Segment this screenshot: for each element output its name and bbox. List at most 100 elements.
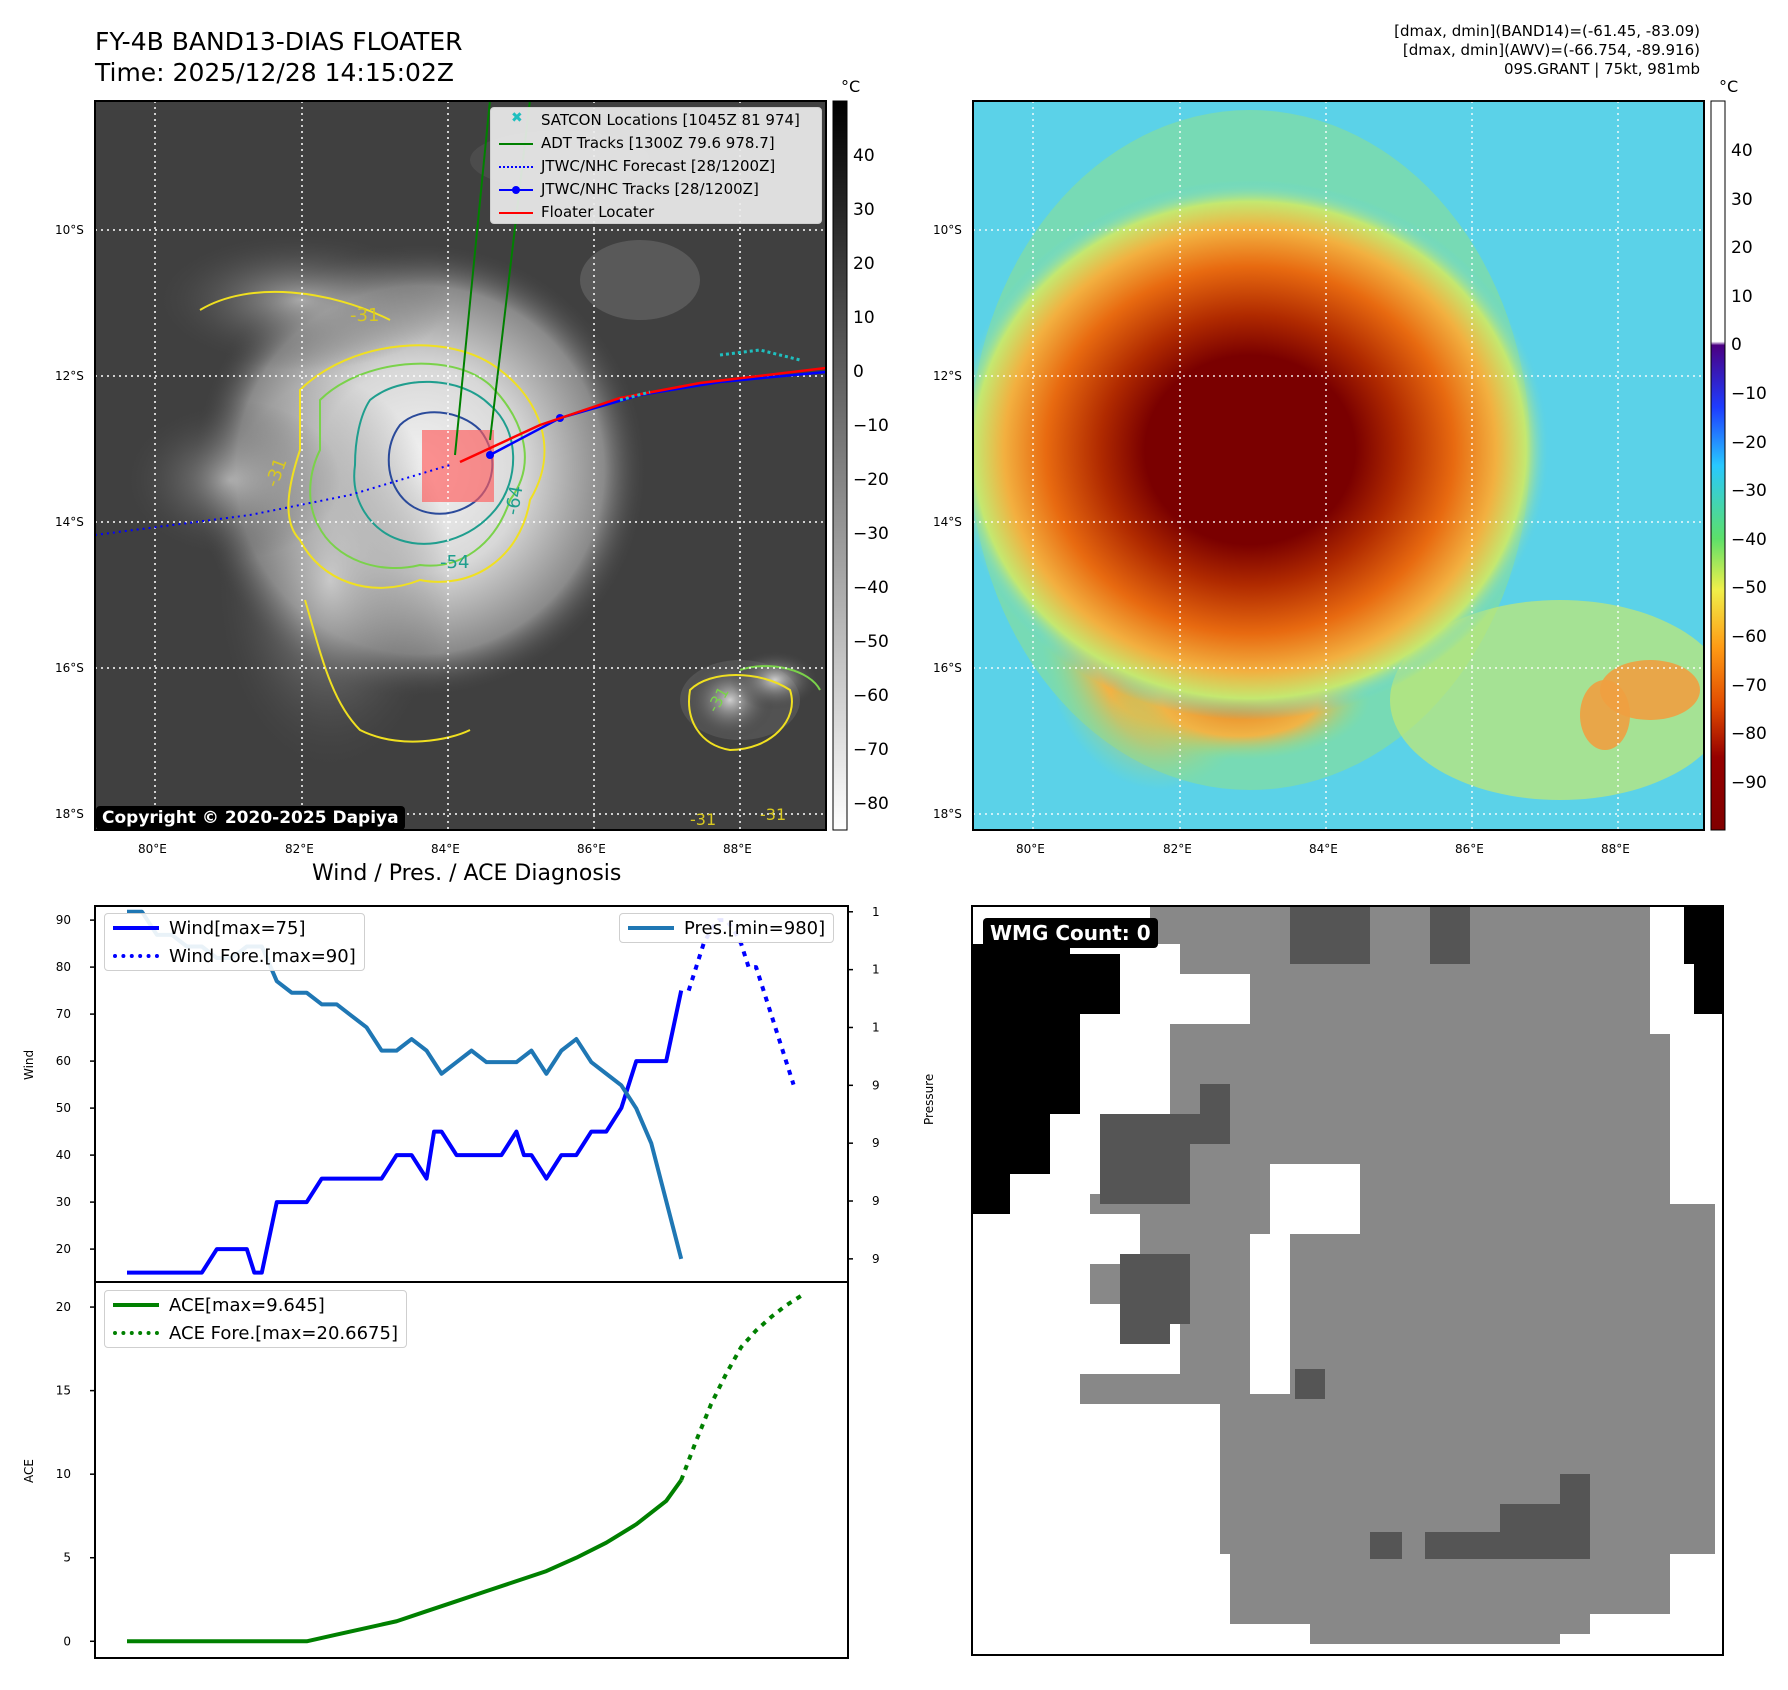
colorbar-tick-label: 20 <box>1731 238 1753 259</box>
map-legend: ✖ SATCON Locations [1045Z 81 974] ADT Tr… <box>490 107 822 224</box>
ace-forecast-line-icon <box>113 1328 159 1338</box>
colorbar-tick-label: −20 <box>1731 432 1767 453</box>
pressure-legend: Pres.[min=980] <box>619 913 835 943</box>
lat-label: 18°S <box>933 807 962 821</box>
legend-item-wind: Wind[max=75] <box>105 914 364 942</box>
diagnosis-chart: 2030405060708090980985990995100010051010… <box>56 905 880 1659</box>
lon-label: 86°E <box>577 842 606 856</box>
colorbar-tick-label: −80 <box>853 794 889 814</box>
legend-item-forecast: JTWC/NHC Forecast [28/1200Z] <box>491 154 821 177</box>
contour-label: -31 <box>690 810 717 829</box>
colorbar-tick-label: 40 <box>1731 141 1753 161</box>
legend-label: Floater Locater <box>541 202 655 221</box>
lat-label: 12°S <box>55 369 84 383</box>
colorbar-tick-label: 10 <box>853 308 875 328</box>
ace-tick-label: 15 <box>56 1384 71 1398</box>
legend-item-satcon: ✖ SATCON Locations [1045Z 81 974] <box>491 108 821 131</box>
colorbar-tick-label: −40 <box>1731 529 1767 550</box>
colorbar-unit: °C <box>1719 77 1739 96</box>
track-line-icon <box>499 182 533 196</box>
colorbar-tick-label: −80 <box>1731 724 1767 745</box>
contour-label: -31 <box>350 305 380 326</box>
legend-item-adt: ADT Tracks [1300Z 79.6 978.7] <box>491 131 821 154</box>
wind-legend: Wind[max=75] Wind Fore.[max=90] <box>104 913 365 971</box>
colorbar-tick-label: −10 <box>853 416 889 436</box>
colorbar-tick-label: 10 <box>1731 286 1753 307</box>
pressure-tick-label: 1000 <box>872 1020 880 1034</box>
legend-label: JTWC/NHC Tracks [28/1200Z] <box>541 179 759 198</box>
lon-label: 88°E <box>1601 842 1630 856</box>
legend-label: ACE[max=9.645] <box>169 1294 325 1316</box>
colorbar-unit: °C <box>841 77 861 96</box>
colorbar-tick-label: −60 <box>853 686 889 706</box>
floater-line-icon <box>499 205 533 219</box>
pressure-tick-label: 1010 <box>872 905 880 919</box>
pressure-line-icon <box>628 923 674 933</box>
wind-axis-label: Wind <box>22 1049 36 1080</box>
legend-label: Wind Fore.[max=90] <box>169 945 356 967</box>
wind-line-icon <box>113 923 159 933</box>
ace-axis-label: ACE <box>22 1459 36 1483</box>
lat-label: 10°S <box>55 223 84 237</box>
ace-tick-label: 10 <box>56 1467 71 1481</box>
satcon-marker-icon: ✖ <box>511 109 523 126</box>
wind-forecast-line-icon <box>113 951 159 961</box>
lon-label: 86°E <box>1455 842 1484 856</box>
wind-forecast-series-line <box>686 918 796 1086</box>
legend-item-ace-forecast: ACE Fore.[max=20.6675] <box>105 1319 406 1347</box>
storm-info: 09S.GRANT | 75kt, 981mb <box>1503 60 1700 78</box>
pressure-tick-label: 995 <box>872 1078 880 1092</box>
legend-item-ace: ACE[max=9.645] <box>105 1291 406 1319</box>
legend-label: Pres.[min=980] <box>684 917 826 939</box>
diagnosis-title: Wind / Pres. / ACE Diagnosis <box>312 861 622 886</box>
lat-label: 14°S <box>933 515 962 529</box>
wind-tick-label: 30 <box>56 1195 71 1209</box>
lat-label: 18°S <box>55 807 84 821</box>
lon-label: 88°E <box>723 842 752 856</box>
ace-tick-label: 20 <box>56 1300 71 1314</box>
lat-label: 14°S <box>55 515 84 529</box>
colorbar-tick-label: −40 <box>853 578 889 598</box>
lon-label: 80°E <box>138 842 167 856</box>
contour-label: -54 <box>440 552 470 573</box>
pressure-tick-label: 985 <box>872 1194 880 1208</box>
legend-item-wind-forecast: Wind Fore.[max=90] <box>105 942 364 970</box>
colorbar-tick-label: −90 <box>1731 772 1767 793</box>
legend-label: ACE Fore.[max=20.6675] <box>169 1322 398 1344</box>
colorbar-tick-label: 0 <box>853 362 864 382</box>
legend-label: ADT Tracks [1300Z 79.6 978.7] <box>541 133 775 152</box>
colorbar-tick-label: −20 <box>853 470 889 490</box>
colorbar-tick-label: −10 <box>1731 384 1767 404</box>
wind-tick-label: 50 <box>56 1101 71 1115</box>
wind-tick-label: 20 <box>56 1242 71 1256</box>
legend-item-floater: Floater Locater <box>491 200 821 223</box>
ace-legend: ACE[max=9.645] ACE Fore.[max=20.6675] <box>104 1290 407 1348</box>
colorbar-tick-label: −70 <box>853 740 889 760</box>
lat-label: 16°S <box>933 661 962 675</box>
jet-colorbar <box>1710 100 1726 831</box>
stats-line-1: [dmax, dmin](BAND14)=(-61.45, -83.09) <box>1394 22 1700 40</box>
lat-label: 16°S <box>55 661 84 675</box>
wind-tick-label: 80 <box>56 960 71 974</box>
colorbar-tick-label: 20 <box>853 254 875 274</box>
stats-line-2: [dmax, dmin](AWV)=(-66.754, -89.916) <box>1402 41 1700 59</box>
grey-colorbar <box>832 100 848 831</box>
wind-tick-label: 90 <box>56 913 71 927</box>
ace-tick-label: 5 <box>63 1551 71 1565</box>
colorbar-tick-label: −30 <box>1731 481 1767 502</box>
lat-label: 10°S <box>933 223 962 237</box>
colorbar-tick-label: 30 <box>853 200 875 220</box>
pressure-tick-label: 1005 <box>872 963 880 977</box>
colorbar-tick-label: −60 <box>1731 627 1767 647</box>
awv-map-frame <box>972 100 1705 831</box>
forecast-line-icon <box>499 159 533 173</box>
lat-label: 12°S <box>933 369 962 383</box>
colorbar-tick-label: 30 <box>1731 189 1753 210</box>
ir-map-panel <box>94 100 1726 831</box>
ace-forecast-series-line <box>679 1294 803 1481</box>
copyright-badge: Copyright © 2020-2025 Dapiya <box>96 806 405 830</box>
ace-tick-label: 0 <box>63 1634 71 1648</box>
wind-tick-label: 40 <box>56 1148 71 1162</box>
ace-axes-frame <box>94 1281 849 1659</box>
colorbar-tick-label: −70 <box>1731 675 1767 696</box>
